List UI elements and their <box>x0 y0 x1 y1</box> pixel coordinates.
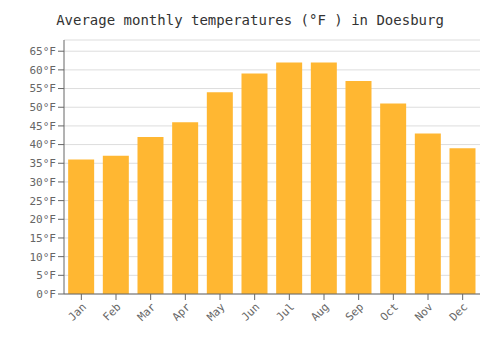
svg-text:Nov: Nov <box>412 300 436 324</box>
svg-text:Sep: Sep <box>343 300 366 323</box>
svg-text:5°F: 5°F <box>36 269 56 282</box>
svg-text:25°F: 25°F <box>30 195 57 208</box>
html-text:Average monthly temperatures (: Average monthly temperatures (°F ) in Do… <box>56 12 444 28</box>
svg-text:45°F: 45°F <box>30 120 57 133</box>
svg-text:Apr: Apr <box>170 300 194 324</box>
svg-text:15°F: 15°F <box>30 232 57 245</box>
svg-text:Jun: Jun <box>239 300 262 323</box>
svg-text:0°F: 0°F <box>36 288 56 301</box>
svg-text:Mar: Mar <box>135 300 159 324</box>
svg-text:20°F: 20°F <box>30 213 57 226</box>
svg-text:10°F: 10°F <box>30 251 57 264</box>
svg-text:55°F: 55°F <box>30 82 57 95</box>
svg-text:Jul: Jul <box>274 300 297 323</box>
svg-text:Feb: Feb <box>100 300 123 323</box>
svg-text:Dec: Dec <box>447 300 470 323</box>
svg-text:Jan: Jan <box>66 300 89 323</box>
svg-text:35°F: 35°F <box>30 157 57 170</box>
svg-text:40°F: 40°F <box>30 138 57 151</box>
svg-text:30°F: 30°F <box>30 176 57 189</box>
svg-text:50°F: 50°F <box>30 101 57 114</box>
svg-text:May: May <box>204 300 228 324</box>
svg-text:65°F: 65°F <box>30 45 57 58</box>
svg-text:Aug: Aug <box>308 300 331 323</box>
svg-text:60°F: 60°F <box>30 64 57 77</box>
svg-text:Oct: Oct <box>378 300 401 323</box>
